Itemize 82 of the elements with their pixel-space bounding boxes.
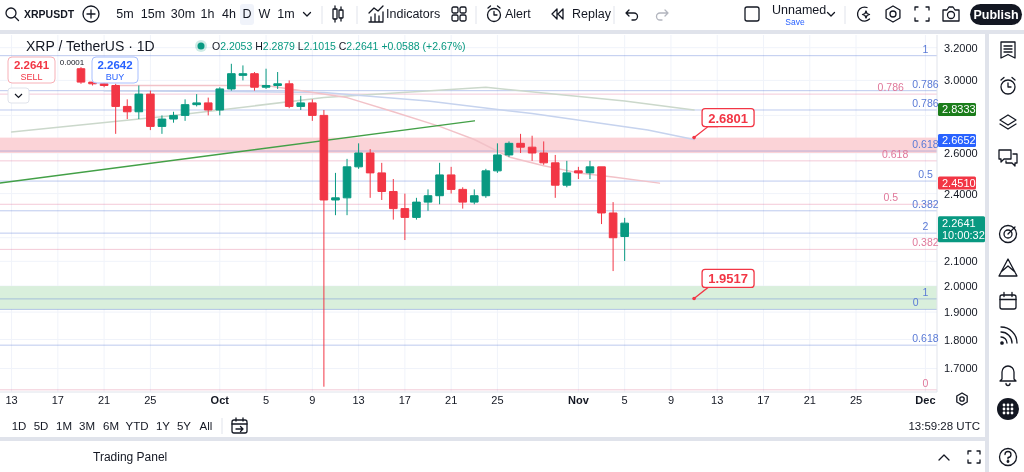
text: D bbox=[242, 7, 252, 21]
text: 30m bbox=[170, 7, 196, 21]
annotation: 0.0001 bbox=[59, 57, 85, 67]
x-tick-label: 5 bbox=[263, 394, 270, 406]
text: 3M bbox=[79, 420, 95, 432]
y-tick-label: 1.7000 bbox=[944, 362, 978, 375]
y-tick-label: 3.2000 bbox=[944, 41, 978, 54]
text: Save bbox=[785, 16, 805, 27]
x-tick-label: 17 bbox=[51, 394, 64, 406]
annotation: 0.382 bbox=[912, 197, 939, 210]
x-tick-label: 25 bbox=[491, 394, 504, 406]
y-tick-label: 2.0000 bbox=[944, 280, 978, 293]
x-tick-label: 9 bbox=[667, 394, 674, 406]
annotation: 0.618 bbox=[882, 147, 909, 160]
x-tick-label: 9 bbox=[309, 394, 316, 406]
annotation: 0.786 bbox=[912, 77, 939, 90]
x-tick-label: Dec bbox=[915, 394, 936, 406]
annotation: 2.6652 bbox=[942, 134, 976, 147]
annotation: 0.5 bbox=[918, 168, 933, 181]
text: 5D bbox=[33, 420, 49, 432]
annotation: 0.786 bbox=[912, 97, 939, 109]
x-tick-label: 25 bbox=[144, 394, 157, 406]
annotation: 0.618 bbox=[912, 332, 939, 345]
text: Alert bbox=[505, 7, 532, 21]
text: 5Y bbox=[176, 420, 192, 432]
text: 4h bbox=[222, 7, 236, 21]
annotation: 1 bbox=[922, 285, 929, 298]
y-tick-label: 2.4000 bbox=[944, 187, 978, 200]
text: 5m bbox=[116, 7, 134, 21]
text: 1M bbox=[56, 420, 72, 432]
annotation: SELL bbox=[20, 72, 43, 82]
x-tick-label: 5 bbox=[621, 394, 628, 406]
annotation: 0 bbox=[922, 376, 929, 389]
annotation: 2.8333 bbox=[942, 103, 976, 116]
text: Replay bbox=[572, 7, 612, 21]
annotation: 0.382 bbox=[912, 236, 939, 249]
x-tick-label: 13 bbox=[5, 394, 18, 406]
x-tick-label: 13 bbox=[352, 394, 365, 406]
x-tick-label: 21 bbox=[803, 394, 816, 406]
chart-title: XRP / TetherUS · 1D bbox=[26, 38, 155, 54]
text: XRPUSDT bbox=[24, 8, 75, 20]
annotation: 2.2641 bbox=[346, 40, 379, 52]
x-tick-label: 17 bbox=[757, 394, 770, 406]
text: 15m bbox=[140, 7, 166, 21]
text: Trading Panel bbox=[93, 450, 168, 464]
text: 6M bbox=[103, 420, 119, 432]
annotation: 0.618 bbox=[912, 138, 939, 151]
annotation: BUY bbox=[105, 72, 125, 82]
text: All bbox=[199, 420, 213, 432]
text: 1D bbox=[11, 420, 27, 432]
x-tick-label: Oct bbox=[210, 394, 230, 406]
text: 2.2641 bbox=[942, 217, 976, 230]
text: Unnamed bbox=[772, 3, 827, 17]
annotation: 1 bbox=[922, 42, 929, 55]
annotation: 2.2641 bbox=[13, 59, 50, 71]
text: 1m bbox=[277, 7, 295, 21]
x-tick-label: Nov bbox=[568, 394, 590, 406]
text: 13:59:28 UTC bbox=[908, 420, 980, 432]
annotation: 0.786 bbox=[877, 81, 905, 94]
x-tick-label: 21 bbox=[445, 394, 458, 406]
y-tick-label: 1.8000 bbox=[944, 333, 978, 346]
text: YTD bbox=[125, 420, 149, 432]
annotation: 0 bbox=[912, 296, 919, 309]
annotation: 2.4510 bbox=[942, 176, 976, 189]
annotation: 2 bbox=[922, 220, 929, 233]
y-tick-label: 1.9000 bbox=[944, 306, 978, 319]
x-tick-label: 13 bbox=[711, 394, 724, 406]
text: W bbox=[258, 7, 271, 21]
annotation: 2.6801 bbox=[708, 110, 748, 126]
y-tick-label: 2.6000 bbox=[944, 146, 978, 159]
x-tick-label: 21 bbox=[97, 394, 111, 406]
annotation: 2.2642 bbox=[97, 59, 133, 71]
text: 1h bbox=[200, 7, 215, 21]
text: 1Y bbox=[155, 420, 171, 432]
annotation: 1.9517 bbox=[708, 270, 748, 286]
y-tick-label: 3.0000 bbox=[944, 74, 978, 87]
text: Indicators bbox=[386, 7, 441, 21]
text: 10:00:32 bbox=[942, 229, 985, 242]
x-tick-label: 17 bbox=[398, 394, 411, 406]
annotation: 0.5 bbox=[883, 191, 899, 204]
x-tick-label: 25 bbox=[849, 394, 863, 406]
y-tick-label: 2.1000 bbox=[944, 255, 978, 268]
